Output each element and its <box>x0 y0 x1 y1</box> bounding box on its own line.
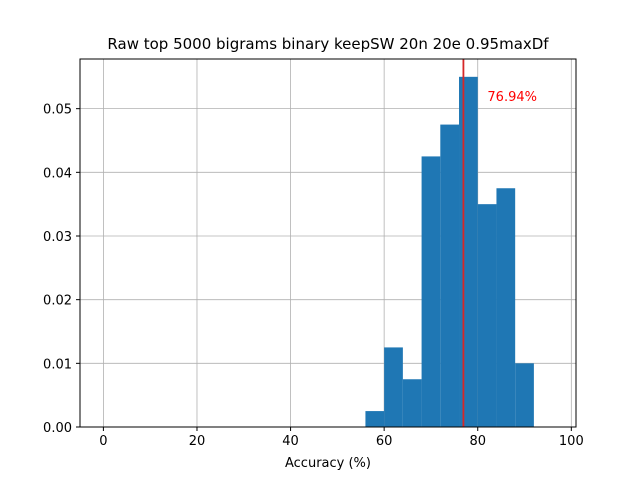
histogram-bar <box>515 363 534 427</box>
y-axis-ticks: 0.00 0.01 0.02 0.03 0.04 0.05 <box>43 103 80 436</box>
x-tick-label: 100 <box>559 434 584 449</box>
y-tick-label: 0.02 <box>43 294 72 309</box>
y-tick-label: 0.05 <box>43 103 72 118</box>
histogram-bar <box>440 124 460 428</box>
x-tick-label: 60 <box>376 434 393 449</box>
x-axis-title: Accuracy (%) <box>285 456 371 471</box>
histogram-bar <box>402 379 422 427</box>
x-tick-label: 40 <box>282 434 299 449</box>
histogram-bar <box>477 204 497 427</box>
x-tick-label: 0 <box>99 434 107 449</box>
plot-frame <box>79 58 577 428</box>
y-tick-label: 0.00 <box>43 421 72 436</box>
histogram-bar <box>459 76 478 427</box>
histogram-bar <box>384 347 403 427</box>
y-tick-label: 0.03 <box>43 230 72 245</box>
histogram-bar <box>365 411 385 427</box>
histogram-bars <box>365 76 534 428</box>
x-axis-ticks: 0 20 40 60 80 100 <box>99 427 584 449</box>
x-tick-label: 80 <box>469 434 486 449</box>
histogram-bar <box>496 188 516 427</box>
x-tick-label: 20 <box>189 434 206 449</box>
mean-marker: 76.94% <box>462 59 537 427</box>
chart-title: Raw top 5000 bigrams binary keepSW 20n 2… <box>107 35 549 53</box>
y-tick-label: 0.04 <box>43 166 72 181</box>
mean-label: 76.94% <box>487 90 537 105</box>
y-tick-label: 0.01 <box>43 357 72 372</box>
histogram-bar <box>421 156 441 428</box>
